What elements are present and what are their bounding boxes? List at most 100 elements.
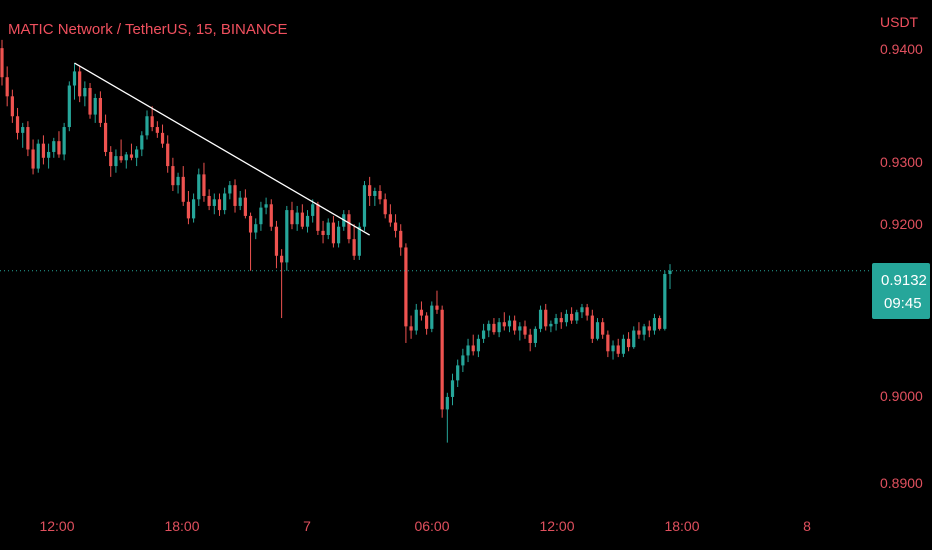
candle[interactable] <box>533 326 537 348</box>
candle[interactable] <box>549 320 553 333</box>
candle[interactable] <box>502 312 506 331</box>
candle[interactable] <box>124 151 128 169</box>
candle[interactable] <box>166 135 170 173</box>
candle[interactable] <box>46 143 51 169</box>
candle[interactable] <box>223 187 227 215</box>
candle[interactable] <box>202 162 206 202</box>
candle[interactable] <box>611 340 615 360</box>
candle[interactable] <box>305 210 310 233</box>
candle[interactable] <box>336 220 341 248</box>
candle[interactable] <box>621 334 626 358</box>
candle[interactable] <box>207 189 211 211</box>
candle[interactable] <box>52 137 56 158</box>
candle[interactable] <box>570 307 574 324</box>
candle[interactable] <box>450 373 455 406</box>
candle[interactable] <box>155 121 159 138</box>
candle[interactable] <box>616 338 620 358</box>
candle[interactable] <box>414 303 418 335</box>
candle[interactable] <box>383 193 387 219</box>
candle[interactable] <box>150 106 154 132</box>
candle[interactable] <box>10 89 14 123</box>
candle[interactable] <box>254 218 258 240</box>
candle[interactable] <box>26 121 30 157</box>
candle[interactable] <box>145 110 149 140</box>
candle[interactable] <box>481 323 486 343</box>
candle[interactable] <box>243 189 247 219</box>
candle[interactable] <box>181 166 185 206</box>
candle[interactable] <box>67 81 71 132</box>
candle[interactable] <box>191 193 196 223</box>
candle[interactable] <box>456 359 460 387</box>
candle[interactable] <box>647 320 651 338</box>
candle[interactable] <box>129 143 134 161</box>
candle[interactable] <box>487 320 491 338</box>
candle[interactable] <box>0 39 4 86</box>
candle[interactable] <box>368 176 372 206</box>
candle[interactable] <box>440 305 444 418</box>
candle[interactable] <box>409 315 413 339</box>
candle[interactable] <box>233 179 237 213</box>
candle[interactable] <box>476 334 481 358</box>
trendline[interactable] <box>74 62 370 236</box>
candle[interactable] <box>295 205 299 231</box>
candle[interactable] <box>212 193 216 215</box>
candle[interactable] <box>31 139 35 175</box>
candle[interactable] <box>290 201 294 230</box>
candle[interactable] <box>606 330 610 358</box>
candle[interactable] <box>62 122 66 161</box>
candle[interactable] <box>668 264 672 289</box>
candle[interactable] <box>554 313 558 331</box>
candle[interactable] <box>88 83 92 119</box>
candle[interactable] <box>311 199 315 223</box>
candle[interactable] <box>388 204 392 227</box>
candle[interactable] <box>523 320 527 339</box>
candle[interactable] <box>373 187 377 206</box>
candle[interactable] <box>352 224 356 260</box>
candle[interactable] <box>347 210 351 244</box>
candle[interactable] <box>585 303 589 321</box>
candle[interactable] <box>544 303 548 331</box>
candle[interactable] <box>217 193 222 216</box>
candle[interactable] <box>78 66 82 103</box>
candle[interactable] <box>658 315 662 331</box>
candle[interactable] <box>466 338 470 363</box>
candle[interactable] <box>575 309 579 324</box>
candle[interactable] <box>507 315 512 333</box>
candle[interactable] <box>114 149 118 173</box>
candle[interactable] <box>642 323 646 341</box>
candle[interactable] <box>419 301 424 321</box>
candle[interactable] <box>36 139 40 173</box>
candle[interactable] <box>259 201 263 231</box>
candle[interactable] <box>15 107 20 140</box>
candle[interactable] <box>471 334 475 356</box>
candle[interactable] <box>176 172 180 194</box>
candle[interactable] <box>518 322 522 341</box>
candle[interactable] <box>140 131 144 157</box>
candle[interactable] <box>601 318 605 339</box>
candle[interactable] <box>362 181 367 231</box>
candle[interactable] <box>399 224 403 256</box>
candle[interactable] <box>393 214 398 238</box>
candle[interactable] <box>171 157 175 191</box>
candle[interactable] <box>135 146 139 167</box>
candle[interactable] <box>269 199 273 231</box>
candle[interactable] <box>264 197 268 215</box>
candle[interactable] <box>435 290 439 314</box>
candle[interactable] <box>378 185 382 205</box>
candle[interactable] <box>564 309 569 327</box>
candle[interactable] <box>652 313 657 335</box>
candle[interactable] <box>663 270 667 331</box>
candle[interactable] <box>5 66 9 107</box>
price-axis[interactable]: 0.9400 0.9300 0.9200 0.9000 0.8900 <box>880 41 923 491</box>
candle[interactable] <box>538 305 543 333</box>
candle[interactable] <box>461 348 465 373</box>
candle[interactable] <box>57 131 61 158</box>
candle[interactable] <box>21 122 25 148</box>
candle[interactable] <box>280 249 284 319</box>
candle[interactable] <box>160 124 165 148</box>
time-axis[interactable]: 12:00 18:00 7 06:00 12:00 18:00 8 <box>39 518 811 534</box>
candle[interactable] <box>632 326 636 349</box>
candle[interactable] <box>41 135 46 165</box>
candle[interactable] <box>83 81 87 107</box>
candle[interactable] <box>497 318 501 338</box>
